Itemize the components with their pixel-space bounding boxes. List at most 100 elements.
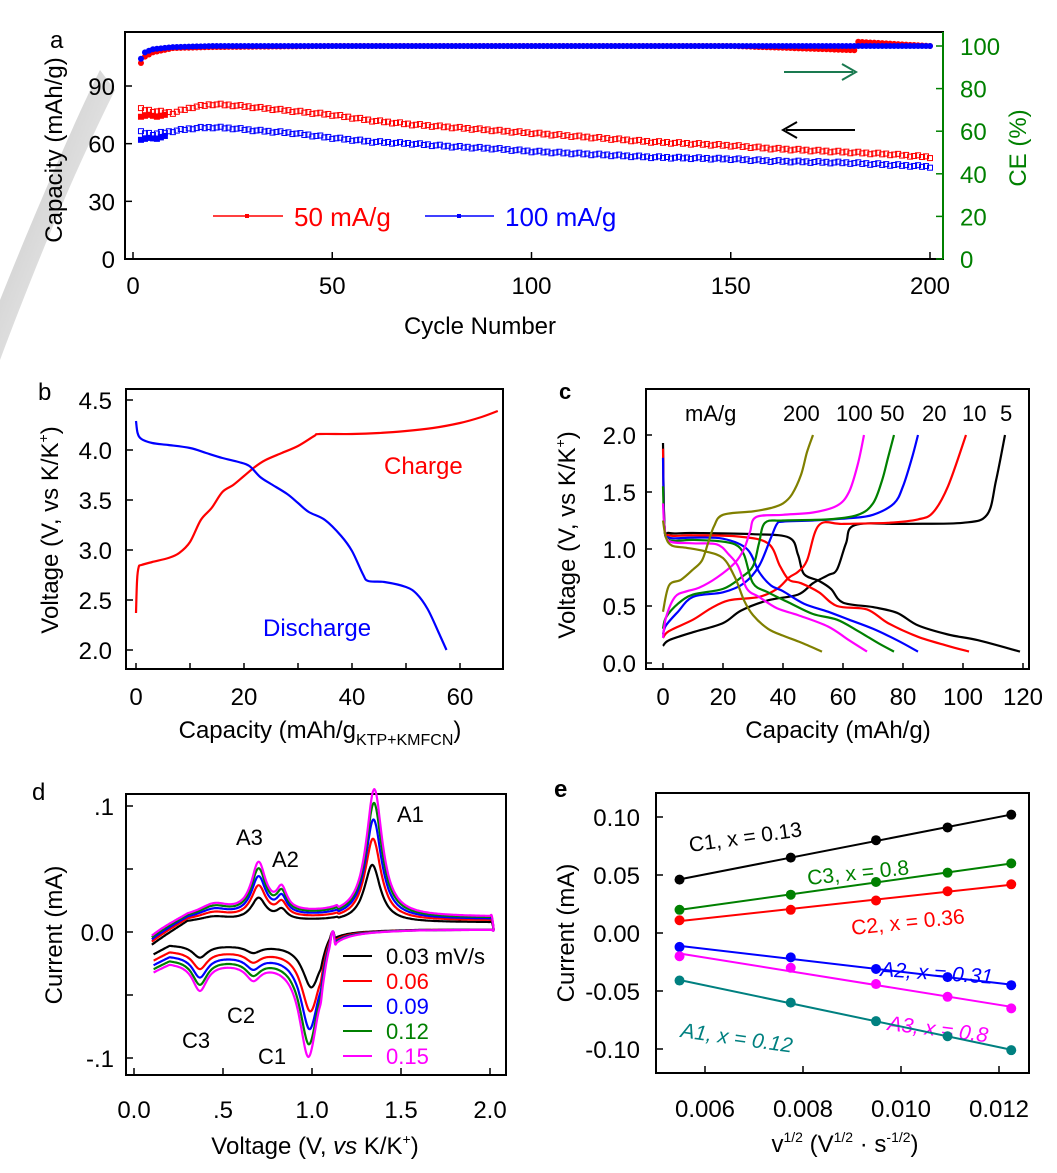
data-point xyxy=(149,135,156,142)
data-point xyxy=(683,154,690,161)
data-point xyxy=(365,137,372,144)
data-point xyxy=(711,141,718,148)
data-point xyxy=(604,135,611,142)
data-point xyxy=(675,153,682,160)
data-point xyxy=(835,147,842,154)
data-point xyxy=(341,136,348,143)
y-tick-label: 4.0 xyxy=(79,438,112,465)
series-c2: C2, x = 0.36 xyxy=(674,879,1017,940)
data-point xyxy=(855,159,862,166)
discharge-curve xyxy=(661,503,868,653)
y-tick-label: 0.00 xyxy=(593,921,640,948)
data-point xyxy=(512,128,519,135)
x-tick-label: 40 xyxy=(339,684,366,711)
x-tick-label: 0.008 xyxy=(773,1096,833,1123)
x-tick-label: 0 xyxy=(126,273,139,300)
cv-curve-009 xyxy=(151,818,495,1031)
data-point xyxy=(440,124,447,131)
data-point xyxy=(249,105,256,112)
data-point xyxy=(149,112,156,119)
panel-a-xlabel: Cycle Number xyxy=(404,313,556,340)
y-tick-label: 2.5 xyxy=(79,588,112,615)
data-point xyxy=(273,106,280,113)
y-tick-label: 1.5 xyxy=(603,480,636,507)
data-point xyxy=(353,137,360,144)
data-point xyxy=(612,136,619,143)
data-point xyxy=(464,143,471,150)
data-point xyxy=(799,159,806,166)
data-point xyxy=(289,108,296,115)
y-tick-label: 0.05 xyxy=(593,863,640,890)
data-point xyxy=(436,122,443,129)
y-tick-label: 90 xyxy=(88,74,115,101)
panel-b-frame xyxy=(125,388,504,670)
series-label-a1: A1, x = 0.12 xyxy=(677,1019,794,1058)
data-point xyxy=(261,105,268,112)
data-point xyxy=(532,130,539,137)
data-point xyxy=(707,142,714,149)
data-point xyxy=(785,962,796,973)
panel-e-ylabel: Current (mA) xyxy=(553,864,580,1003)
data-point xyxy=(785,889,796,900)
y-tick-label: 3.5 xyxy=(79,488,112,515)
data-point xyxy=(177,106,184,113)
panel-d-ylabel: Current (mA) xyxy=(41,866,68,1005)
data-point xyxy=(823,158,830,165)
data-point xyxy=(667,140,674,147)
data-point xyxy=(516,146,523,153)
data-point xyxy=(321,134,328,141)
data-point xyxy=(592,134,599,141)
peak-label-a1: A1 xyxy=(397,802,424,827)
data-point xyxy=(803,146,810,153)
data-point xyxy=(711,155,718,162)
panel-d-xlabel: Voltage (V, vs K/K+) xyxy=(211,1131,418,1160)
data-point xyxy=(520,129,527,136)
data-point xyxy=(942,991,953,1002)
data-point xyxy=(620,153,627,160)
data-point xyxy=(329,112,336,119)
data-point xyxy=(444,142,451,149)
legend-label-50: 50 mA/g xyxy=(294,202,391,232)
series-label-c1: C1, x = 0.13 xyxy=(687,818,803,857)
data-point xyxy=(181,126,188,133)
data-point xyxy=(604,151,611,158)
data-point xyxy=(584,133,591,140)
data-point xyxy=(353,115,360,122)
data-point xyxy=(763,157,770,164)
data-point xyxy=(783,145,790,152)
data-point xyxy=(193,125,200,132)
y-tick-label: 2.0 xyxy=(603,423,636,450)
x-tick-label: 0 xyxy=(129,684,142,711)
panel-d-frame xyxy=(125,793,507,1076)
data-point xyxy=(1006,1003,1017,1014)
data-point xyxy=(237,102,244,109)
data-point xyxy=(871,979,882,990)
data-point xyxy=(656,153,663,160)
series-10-mA-g xyxy=(661,434,970,653)
panel-a: a 0 50 100 150 200 0 30 60 90 0 20 40 60 80 100 Cycle … xyxy=(41,27,1032,340)
series-100-mA-g xyxy=(661,434,868,653)
data-point xyxy=(305,109,312,116)
data-point xyxy=(827,149,834,156)
data-point xyxy=(648,139,655,146)
y-tick-label: 0.5 xyxy=(603,594,636,621)
data-point xyxy=(317,132,324,139)
data-point xyxy=(596,134,603,141)
data-point xyxy=(674,941,685,952)
data-point xyxy=(504,146,511,153)
data-point xyxy=(293,130,300,137)
data-point xyxy=(899,152,906,159)
data-point xyxy=(141,130,148,137)
data-point xyxy=(516,128,523,135)
data-point xyxy=(536,129,543,136)
data-point xyxy=(863,149,870,156)
data-point xyxy=(572,150,579,157)
rate-label: 10 xyxy=(962,401,986,426)
data-point xyxy=(927,43,933,49)
data-point xyxy=(785,852,796,863)
data-point xyxy=(608,136,615,143)
data-point xyxy=(301,132,308,139)
rate-label: 50 xyxy=(880,401,904,426)
data-point xyxy=(153,113,160,120)
data-point xyxy=(245,126,252,133)
